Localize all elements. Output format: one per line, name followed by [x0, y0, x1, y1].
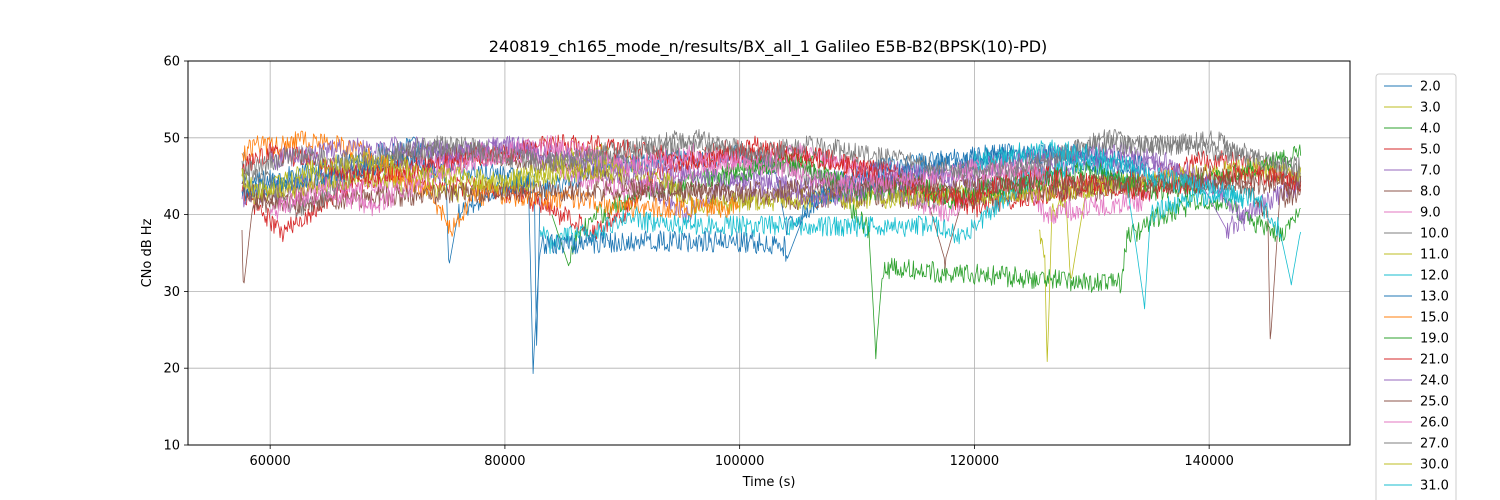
legend-label: 4.0	[1420, 122, 1441, 137]
series-line	[241, 151, 623, 199]
y-axis-label: CNo dB Hz	[140, 218, 155, 287]
series-lines	[241, 129, 1302, 374]
legend-label: 8.0	[1420, 185, 1441, 200]
legend-label: 15.0	[1420, 311, 1449, 326]
legend-label: 2.0	[1420, 80, 1441, 95]
series-line	[269, 135, 1046, 221]
series-line	[974, 139, 1245, 209]
plot-area-frame	[187, 60, 1351, 446]
series-line	[241, 172, 1302, 214]
legend-label: 30.0	[1420, 458, 1449, 473]
series-line	[539, 154, 1302, 310]
legend-label: 11.0	[1420, 248, 1449, 263]
legend-label: 31.0	[1420, 479, 1449, 494]
x-tick-label: 80000	[484, 454, 525, 469]
x-axis-ticks: 60000 80000 100000 120000 140000	[249, 445, 1234, 469]
x-tick-label: 120000	[950, 454, 1000, 469]
y-tick-label: 40	[163, 208, 180, 223]
y-tick-label: 10	[163, 439, 180, 454]
legend-label: 21.0	[1420, 353, 1449, 368]
y-tick-label: 60	[163, 55, 180, 70]
legend-label: 5.0	[1420, 143, 1441, 158]
legend-label: 12.0	[1420, 269, 1449, 284]
series-line	[715, 144, 1302, 210]
legend-label: 7.0	[1420, 164, 1441, 179]
legend-label: 10.0	[1420, 227, 1449, 242]
legend-label: 9.0	[1420, 206, 1441, 221]
legend-label: 25.0	[1420, 395, 1449, 410]
x-axis-label: Time (s)	[742, 475, 796, 490]
x-tick-label: 60000	[249, 454, 290, 469]
y-tick-label: 30	[163, 285, 180, 300]
legend-label: 26.0	[1420, 416, 1449, 431]
y-tick-label: 20	[163, 362, 180, 377]
x-tick-label: 100000	[715, 454, 765, 469]
y-axis-ticks: 10 20 30 40 50 60	[163, 55, 188, 454]
series-line	[551, 153, 1301, 360]
legend-label: 19.0	[1420, 332, 1449, 347]
chart-title: 240819_ch165_mode_n/results/BX_all_1 Gal…	[489, 37, 1048, 57]
legend-label: 27.0	[1420, 437, 1449, 452]
legend-label: 13.0	[1420, 290, 1449, 305]
legend-label: 3.0	[1420, 101, 1441, 116]
y-tick-label: 50	[163, 131, 180, 146]
legend: 2.0 3.0 4.0 5.0 7.0 8.0 9.0 10.0 11.0 12.0 13.0 15.…	[1375, 73, 1457, 500]
legend-label: 24.0	[1420, 374, 1449, 389]
x-tick-label: 140000	[1184, 454, 1234, 469]
series-line	[241, 134, 1301, 186]
legend-box	[1375, 73, 1457, 500]
